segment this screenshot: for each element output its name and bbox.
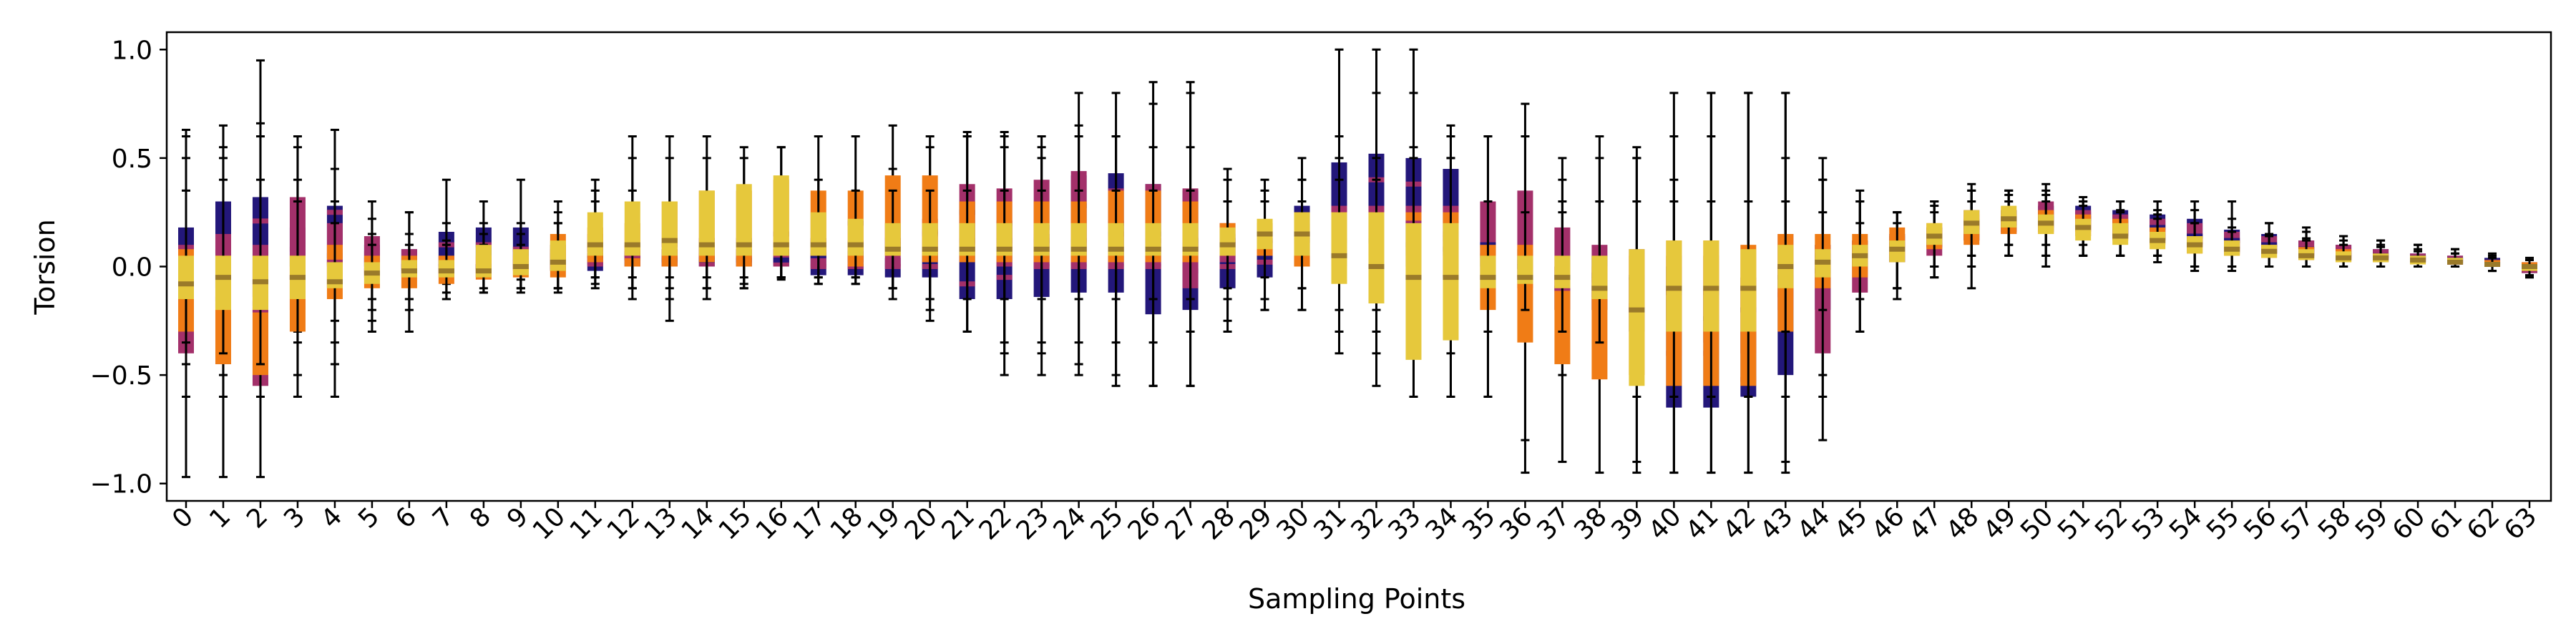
y-tick-label: 1.0	[112, 36, 152, 65]
box-yellow-58	[2336, 243, 2352, 268]
box-yellow-27	[1182, 189, 1199, 301]
box-yellow-51	[2075, 205, 2092, 257]
box-yellow-56	[2261, 235, 2278, 268]
box-body	[587, 212, 603, 256]
box-yellow-41	[1703, 200, 1719, 398]
box-yellow-28	[1219, 200, 1236, 290]
box-yellow-23	[1033, 189, 1050, 301]
box-yellow-54	[2187, 222, 2203, 268]
box-yellow-33	[1405, 157, 1422, 398]
box-yellow-63	[2522, 258, 2537, 277]
box-body	[810, 212, 826, 256]
box-body	[550, 240, 566, 271]
box-yellow-36	[1517, 211, 1533, 311]
box-body	[1591, 255, 1608, 299]
box-yellow-55	[2224, 230, 2240, 268]
box-body	[512, 249, 529, 275]
box-yellow-21	[959, 189, 975, 301]
box-body	[1480, 255, 1496, 288]
box-yellow-44	[1815, 211, 1831, 311]
y-tick-label: 0.5	[112, 145, 152, 174]
box-yellow-17	[810, 178, 826, 279]
box-body	[1443, 223, 1459, 341]
box-body	[215, 255, 231, 311]
box-yellow-49	[2001, 189, 2017, 246]
box-yellow-4	[326, 222, 343, 322]
box-body	[624, 201, 640, 256]
box-body	[698, 190, 715, 256]
box-yellow-2	[252, 178, 268, 366]
box-yellow-3	[289, 200, 306, 344]
box-yellow-25	[1108, 189, 1124, 301]
box-yellow-43	[1777, 200, 1794, 333]
box-body	[773, 175, 789, 256]
box-yellow-11	[587, 178, 603, 279]
y-tick-label: 0.0	[112, 253, 152, 283]
box-yellow-24	[1070, 189, 1087, 301]
box-yellow-31	[1331, 157, 1347, 333]
box-yellow-53	[2150, 218, 2166, 263]
box-yellow-13	[661, 157, 678, 301]
box-yellow-16	[773, 146, 789, 279]
box-yellow-35	[1480, 200, 1496, 333]
box-yellow-38	[1591, 200, 1608, 344]
y-axis-label: Torsion	[29, 219, 61, 315]
box-yellow-45	[1852, 222, 1868, 301]
box-yellow-9	[512, 233, 529, 290]
box-body	[1331, 212, 1347, 284]
box-yellow-8	[475, 222, 492, 290]
box-yellow-59	[2373, 245, 2389, 268]
box-yellow-14	[698, 157, 715, 290]
box-yellow-1	[215, 178, 231, 355]
box-yellow-62	[2484, 256, 2501, 273]
box-yellow-22	[996, 189, 1013, 301]
box-yellow-18	[847, 189, 864, 279]
box-yellow-15	[736, 157, 752, 290]
box-yellow-57	[2298, 239, 2315, 268]
box-yellow-12	[624, 157, 640, 290]
box-body	[1368, 212, 1385, 304]
box-yellow-32	[1368, 157, 1385, 355]
box-yellow-50	[2038, 200, 2054, 257]
box-yellow-47	[1926, 205, 1943, 268]
box-yellow-29	[1257, 200, 1273, 279]
box-body	[1554, 255, 1571, 288]
box-yellow-34	[1443, 157, 1459, 398]
box-yellow-19	[884, 189, 901, 290]
box-yellow-48	[1963, 189, 1980, 257]
box-yellow-5	[364, 243, 380, 311]
series-yellow	[178, 146, 2537, 398]
box-yellow-30	[1294, 178, 1310, 290]
box-body	[661, 201, 678, 256]
box-body	[178, 255, 194, 299]
y-tick-label: −1.0	[90, 470, 152, 499]
box-yellow-40	[1666, 200, 1682, 398]
box-body	[326, 262, 343, 288]
box-yellow-20	[922, 189, 938, 301]
box-yellow-39	[1629, 200, 1645, 398]
box-yellow-60	[2410, 250, 2426, 268]
box-body	[1219, 227, 1236, 256]
box-yellow-52	[2112, 211, 2129, 257]
y-tick-label: −0.5	[90, 361, 152, 391]
box-body	[1629, 249, 1645, 386]
box-yellow-26	[1145, 189, 1161, 301]
box-yellow-7	[438, 243, 454, 294]
box-yellow-61	[2447, 252, 2464, 268]
box-yellow-46	[1889, 222, 1906, 290]
box-body	[736, 184, 752, 256]
box-body	[1405, 223, 1422, 360]
box-yellow-42	[1740, 200, 1757, 398]
box-body	[847, 218, 864, 256]
box-yellow-0	[178, 189, 194, 344]
box-yellow-6	[401, 243, 417, 301]
x-axis-label: Sampling Points	[1248, 583, 1465, 615]
box-yellow-37	[1554, 211, 1571, 333]
box-yellow-10	[550, 222, 566, 290]
plot-area	[178, 48, 2537, 479]
